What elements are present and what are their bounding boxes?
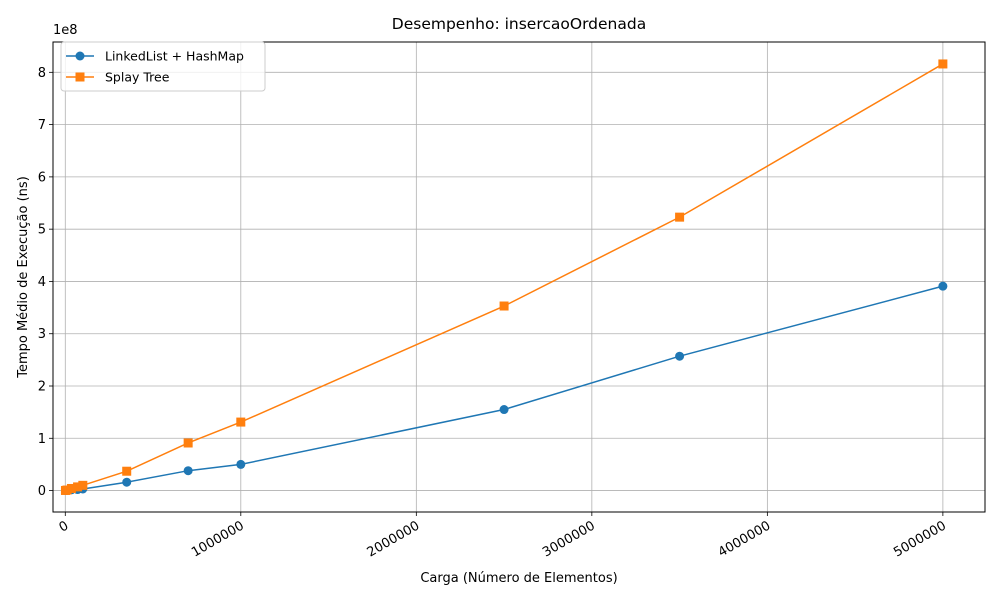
y-axis-title: Tempo Médio de Execução (ns) (16, 176, 31, 379)
data-point (499, 301, 509, 311)
data-point (675, 351, 685, 361)
data-point (66, 483, 76, 493)
y-tick-label: 6 (38, 170, 46, 185)
legend-entry-splay-tree: Splay Tree (66, 70, 170, 85)
legend: LinkedList + HashMap Splay Tree (60, 41, 266, 92)
x-axis-title: Carga (Número de Elementos) (420, 571, 617, 586)
legend-entry-linkedlist-hashmap: LinkedList + HashMap (66, 49, 244, 64)
data-point (122, 466, 132, 476)
data-point (183, 466, 193, 476)
legend-marker (75, 72, 85, 82)
y-axis: 0 1 2 3 4 5 6 7 8 (38, 66, 53, 499)
legend-marker (75, 51, 85, 61)
data-point (499, 405, 509, 415)
data-point (122, 477, 132, 487)
y-tick-label: 1 (38, 432, 46, 447)
data-point (236, 417, 246, 427)
grid-lines (53, 42, 985, 512)
y-tick-label: 8 (38, 66, 46, 81)
y-tick-label: 3 (38, 327, 46, 342)
chart-title: Desempenho: insercaoOrdenada (392, 15, 646, 33)
data-point (938, 59, 948, 69)
y-tick-label: 4 (38, 275, 46, 290)
legend-label: Splay Tree (105, 70, 170, 85)
legend-label: LinkedList + HashMap (105, 49, 244, 64)
plot-frame (52, 41, 986, 513)
data-point (938, 281, 948, 291)
y-tick-label: 0 (38, 484, 46, 499)
series-splay-tree (60, 59, 948, 495)
data-point (675, 212, 685, 222)
data-point (183, 438, 193, 448)
data-point (73, 482, 83, 492)
data-point (78, 480, 88, 490)
y-tick-label: 7 (38, 118, 46, 133)
legend-box (60, 41, 266, 92)
data-point (236, 459, 246, 469)
y-tick-label: 5 (38, 223, 46, 238)
series-layer (60, 59, 948, 496)
y-tick-label: 2 (38, 380, 46, 395)
y-offset-label: 1e8 (53, 23, 78, 38)
